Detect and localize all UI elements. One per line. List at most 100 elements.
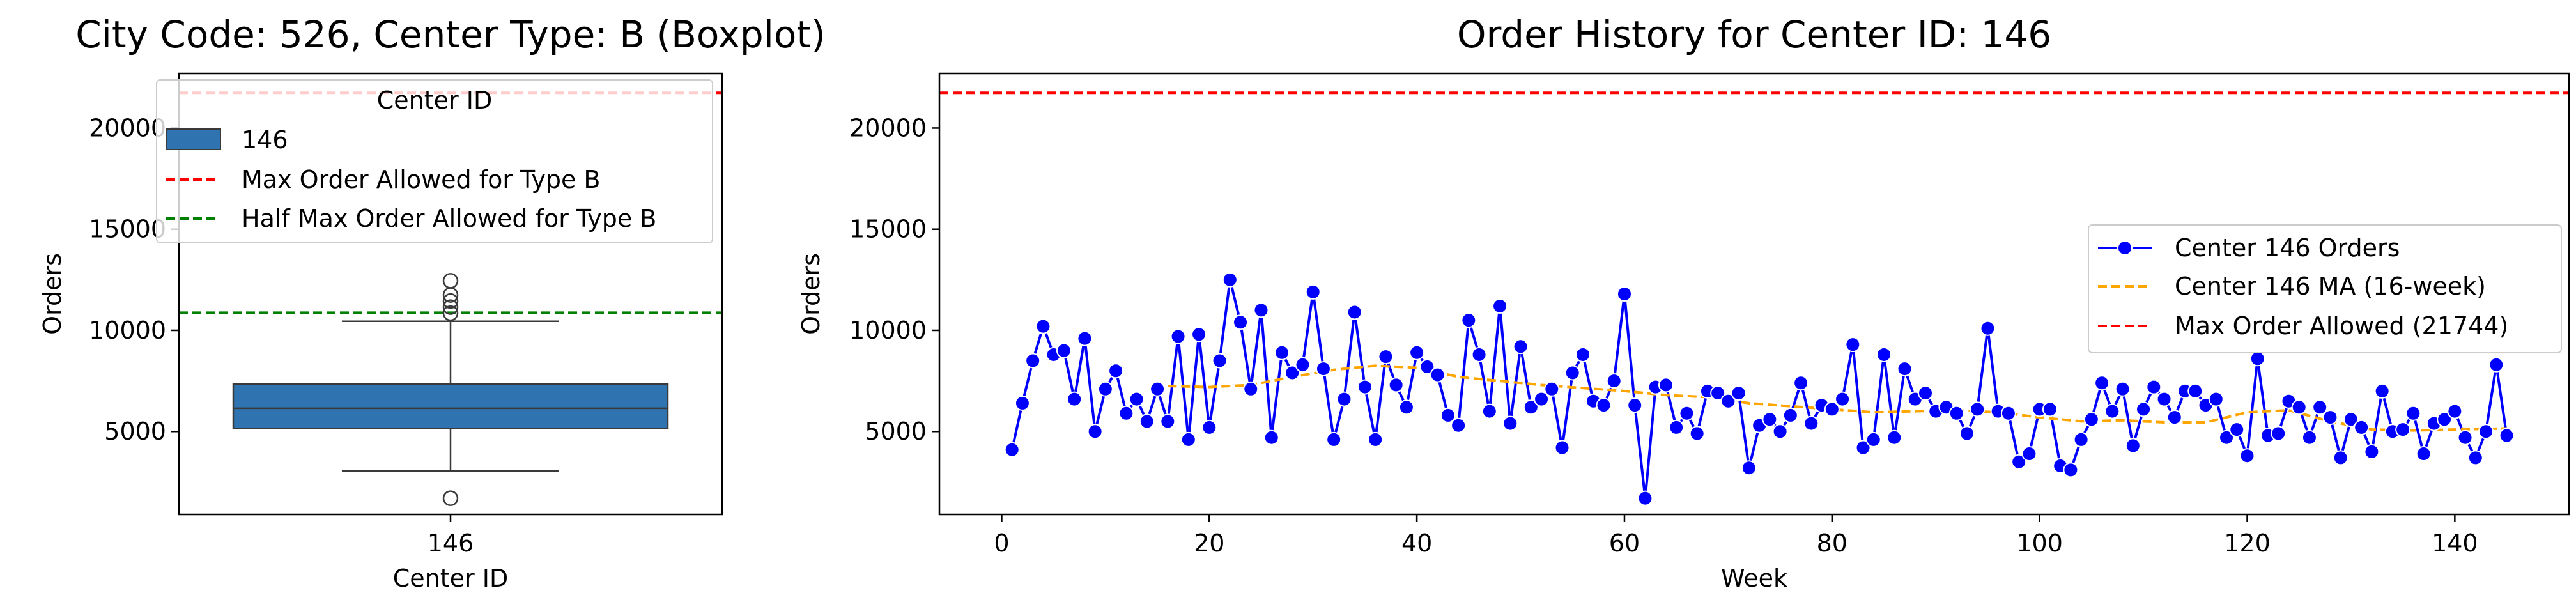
- line-legend-entry: Center 146 Orders: [2175, 234, 2400, 262]
- orders-point: [1243, 381, 1259, 397]
- orders-point: [1419, 358, 1435, 374]
- orders-point: [1212, 353, 1228, 369]
- boxplot-x-axis: 146: [428, 514, 474, 557]
- orders-point: [1616, 286, 1632, 302]
- orders-point: [1772, 424, 1788, 440]
- line-marks: [939, 91, 2569, 506]
- orders-point: [2219, 429, 2235, 445]
- boxplot-legend-swatch: [166, 128, 221, 150]
- orders-point: [1263, 429, 1279, 445]
- orders-point: [1025, 353, 1041, 369]
- orders-point: [1201, 419, 1217, 435]
- line-y-tick-label: 10000: [849, 316, 927, 344]
- orders-point: [2478, 424, 2494, 440]
- line-y-tick-label: 5000: [865, 417, 927, 445]
- orders-point: [1886, 429, 1902, 445]
- boxplot-legend-title: Center ID: [377, 86, 492, 114]
- orders-point: [1067, 391, 1083, 407]
- boxplot-y-tick-label: 5000: [104, 417, 166, 445]
- orders-point: [1513, 339, 1529, 355]
- line-x-tick-label: 140: [2432, 529, 2478, 557]
- orders-point: [2374, 383, 2390, 399]
- orders-point: [1004, 442, 1020, 458]
- moving-average-line: [1168, 364, 2507, 432]
- line-x-tick-label: 20: [1194, 529, 1224, 557]
- boxplot-outlier: [442, 273, 459, 289]
- orders-point: [2291, 399, 2307, 415]
- orders-point: [2322, 410, 2338, 426]
- orders-point: [1409, 344, 1425, 360]
- orders-point: [1118, 405, 1134, 421]
- orders-point: [2063, 462, 2079, 478]
- orders-point: [2312, 399, 2328, 415]
- boxplot-legend-entry: 146: [242, 126, 288, 154]
- orders-point: [2395, 422, 2411, 438]
- boxplot-outlier: [442, 490, 459, 506]
- boxplot-box: [232, 383, 669, 429]
- orders-point: [1315, 361, 1331, 377]
- orders-point: [2229, 422, 2245, 438]
- boxplot-y-tick-label: 10000: [89, 316, 166, 344]
- line-title: Order History for Center ID: 146: [1457, 13, 2051, 56]
- orders-point: [1451, 417, 1467, 433]
- orders-point: [1284, 365, 1300, 381]
- orders-point: [2042, 401, 2058, 417]
- orders-point: [2271, 426, 2287, 442]
- orders-point: [1876, 346, 1892, 362]
- orders-point: [2364, 443, 2380, 459]
- orders-point: [2457, 429, 2473, 445]
- orders-point: [1077, 330, 1093, 346]
- orders-point: [2021, 446, 2037, 462]
- orders-point: [2239, 448, 2255, 464]
- orders-point: [1160, 413, 1176, 429]
- orders-point: [2467, 450, 2483, 466]
- boxplot-x-label: Center ID: [393, 564, 508, 592]
- orders-point: [1824, 401, 1840, 417]
- line-x-tick-label: 80: [1817, 529, 1847, 557]
- orders-point: [1897, 361, 1913, 377]
- orders-point: [1357, 379, 1373, 395]
- orders-point: [2115, 381, 2131, 397]
- orders-point: [2488, 357, 2504, 373]
- orders-point: [1129, 391, 1145, 407]
- orders-point: [2104, 403, 2120, 419]
- line-x-tick-label: 120: [2224, 529, 2271, 557]
- orders-point: [1564, 365, 1580, 381]
- orders-point: [1534, 391, 1550, 407]
- orders-point: [1305, 284, 1321, 300]
- orders-point: [1461, 312, 1477, 328]
- orders-point: [1948, 405, 1964, 421]
- line-y-label: Orders: [797, 253, 825, 335]
- orders-point: [1253, 302, 1269, 318]
- orders-point: [1295, 357, 1311, 373]
- orders-point: [2146, 379, 2162, 395]
- line-x-tick-label: 40: [1401, 529, 1432, 557]
- orders-point: [1180, 431, 1196, 447]
- orders-point: [1554, 440, 1570, 456]
- orders-point: [2343, 412, 2359, 428]
- boxplot-outlier: [442, 299, 459, 315]
- line-legend-entry: Max Order Allowed (21744): [2175, 312, 2508, 340]
- orders-point: [2156, 391, 2172, 407]
- line-y-axis: 5000 10000 15000 20000: [849, 114, 939, 445]
- orders-point: [1492, 298, 1508, 314]
- line-axes-frame: [938, 72, 2570, 516]
- line-y-tick-label: 20000: [849, 114, 927, 142]
- orders-point: [1108, 363, 1124, 379]
- orders-point: [1710, 385, 1726, 401]
- orders-point: [1835, 391, 1851, 407]
- orders-point: [2447, 403, 2463, 419]
- line-panel: Order History for Center ID: 146 5000 100…: [797, 13, 2570, 592]
- orders-point: [1970, 401, 1986, 417]
- orders-point: [1035, 318, 1051, 334]
- orders-point: [1368, 431, 1384, 447]
- boxplot-legend: Center ID 146 Max Order Allowed for Type…: [156, 79, 713, 243]
- orders-point: [2094, 375, 2110, 391]
- orders-point: [1087, 424, 1103, 440]
- boxplot-y-label: Orders: [38, 253, 66, 335]
- orders-point: [1523, 399, 1539, 415]
- orders-point: [1596, 397, 1612, 413]
- boxplot-title: City Code: 526, Center Type: B (Boxplot): [75, 13, 825, 56]
- orders-point: [1658, 377, 1674, 393]
